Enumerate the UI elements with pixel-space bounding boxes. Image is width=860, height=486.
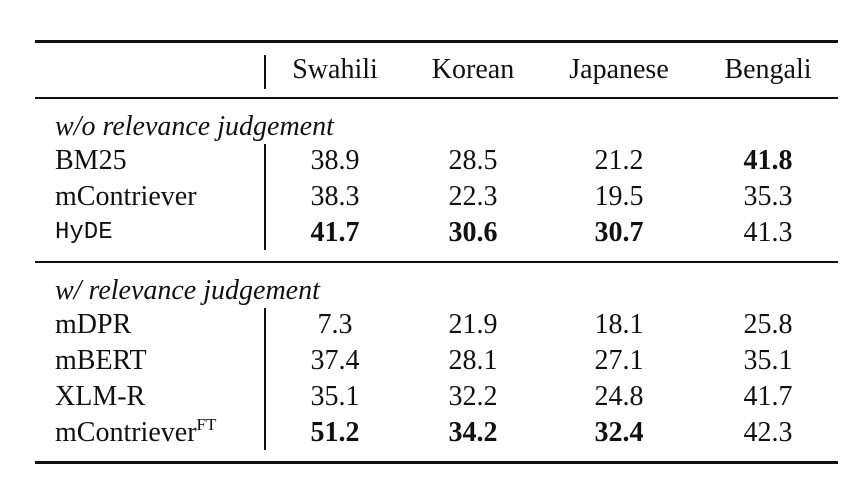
cell-value: 35.1	[310, 381, 360, 412]
cell-value: 30.7	[594, 217, 644, 248]
bottom-rule	[35, 461, 838, 464]
column-separator	[264, 144, 266, 250]
row-name-text: mDPR	[55, 309, 132, 340]
group-rule	[35, 261, 838, 263]
cell-value: 51.2	[310, 417, 360, 448]
row-name: XLM-R	[55, 383, 145, 411]
column-separator	[264, 308, 266, 450]
cell-value: 24.8	[594, 381, 644, 412]
cell-value: 41.3	[743, 217, 793, 248]
cell-value: 27.1	[594, 345, 644, 376]
cell-value: 35.1	[743, 345, 793, 376]
header-rule	[35, 97, 838, 99]
row-name: mBERT	[55, 347, 147, 375]
row-name: BM25	[55, 147, 127, 175]
cell-value: 35.3	[743, 181, 793, 212]
group-title: w/o relevance judgement	[55, 111, 334, 142]
column-header: Swahili	[292, 54, 378, 85]
cell-value: 30.6	[448, 217, 498, 248]
top-rule	[35, 40, 838, 43]
row-name: HyDE	[55, 221, 113, 245]
row-name-text: HyDE	[55, 219, 113, 246]
row-name-text: mBERT	[55, 345, 147, 376]
cell-value: 19.5	[594, 181, 644, 212]
cell-value: 21.9	[448, 309, 498, 340]
cell-value: 32.2	[448, 381, 498, 412]
cell-value: 18.1	[594, 309, 644, 340]
cell-value: 21.2	[594, 145, 644, 176]
cell-value: 28.1	[448, 345, 498, 376]
cell-value: 38.3	[310, 181, 360, 212]
row-name-superscript: FT	[196, 415, 217, 434]
cell-value: 28.5	[448, 145, 498, 176]
column-header: Japanese	[569, 54, 669, 85]
cell-value: 41.8	[743, 145, 793, 176]
cell-value: 22.3	[448, 181, 498, 212]
row-name-text: BM25	[55, 145, 127, 176]
row-name-text: mContriever	[55, 417, 197, 448]
column-header: Korean	[431, 54, 515, 85]
row-name-text: mContriever	[55, 181, 197, 212]
cell-value: 42.3	[743, 417, 793, 448]
cell-value: 38.9	[310, 145, 360, 176]
column-header: Bengali	[724, 54, 812, 85]
cell-value: 37.4	[310, 345, 360, 376]
column-separator	[264, 55, 266, 89]
cell-value: 25.8	[743, 309, 793, 340]
cell-value: 41.7	[743, 381, 793, 412]
cell-value: 41.7	[310, 217, 360, 248]
row-name-text: XLM-R	[55, 381, 146, 412]
cell-value: 34.2	[448, 417, 498, 448]
row-name: mContriever	[55, 183, 197, 211]
cell-value: 32.4	[594, 417, 644, 448]
cell-value: 7.3	[317, 309, 353, 340]
group-title: w/ relevance judgement	[55, 275, 320, 306]
row-name: mDPR	[55, 311, 131, 339]
row-name: mContrieverFT	[55, 416, 216, 448]
